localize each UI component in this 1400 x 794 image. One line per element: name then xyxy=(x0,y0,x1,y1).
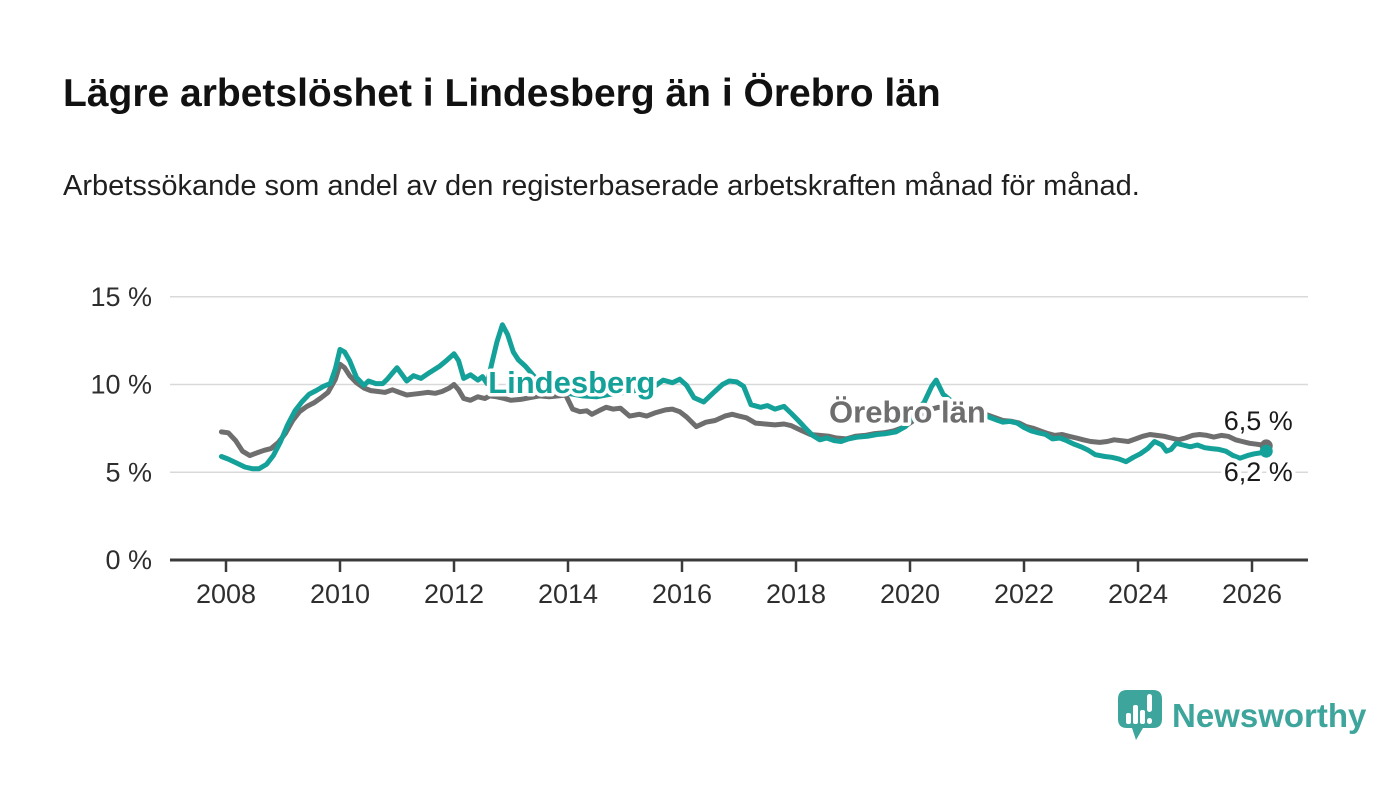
y-axis-tick-label: 5 % xyxy=(105,457,152,487)
bar-chart-glyph xyxy=(1126,694,1152,724)
x-axis-tick-label: 2026 xyxy=(1222,579,1282,609)
x-axis-tick-label: 2008 xyxy=(196,579,256,609)
series-line-lindesberg xyxy=(218,322,1269,472)
x-axis-tick-label: 2010 xyxy=(310,579,370,609)
chart-subtitle: Arbetssökande som andel av den registerb… xyxy=(63,170,1140,202)
x-axis-tick-label: 2024 xyxy=(1108,579,1168,609)
x-axis-tick-label: 2016 xyxy=(652,579,712,609)
x-axis-tick-label: 2018 xyxy=(766,579,826,609)
x-axis-tick-label: 2014 xyxy=(538,579,598,609)
series-label: Örebro län xyxy=(829,395,986,430)
y-axis-tick-label: 15 % xyxy=(90,282,152,312)
x-axis-tick-label: 2022 xyxy=(994,579,1054,609)
newsworthy-logo: Newsworthy xyxy=(1118,690,1367,740)
series-label: Lindesberg xyxy=(488,365,655,400)
y-axis-tick-label: 10 % xyxy=(90,370,152,400)
exclamation-bar xyxy=(1147,694,1152,712)
chart-title: Lägre arbetslöshet i Lindesberg än i Öre… xyxy=(63,72,941,115)
y-axis-tick-label: 0 % xyxy=(105,545,152,575)
newsworthy-logo-icon xyxy=(1118,690,1162,740)
x-axis-tick-label: 2012 xyxy=(424,579,484,609)
end-value-label: 6,2 % xyxy=(1224,457,1293,487)
series-end-dot xyxy=(1259,444,1273,458)
x-axis-tick-label: 2020 xyxy=(880,579,940,609)
series-line--rebro-l-n xyxy=(218,361,1269,459)
newsworthy-logo-text: Newsworthy xyxy=(1172,697,1367,734)
exclamation-dot xyxy=(1147,718,1152,724)
end-value-label: 6,5 % xyxy=(1224,406,1293,436)
